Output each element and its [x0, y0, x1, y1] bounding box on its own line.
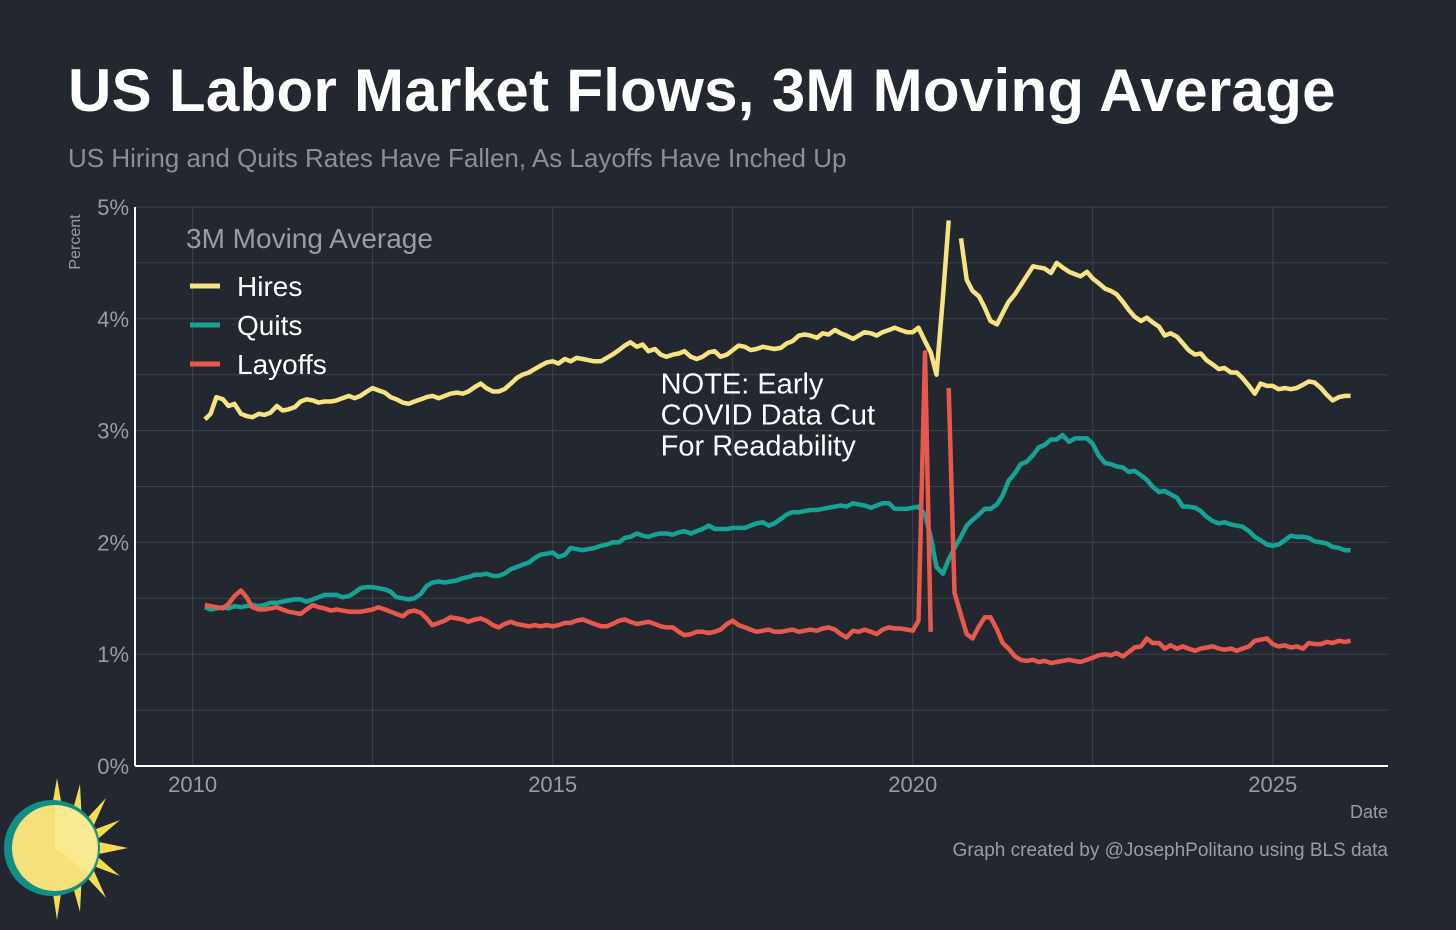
series-line-quits [204, 432, 1351, 612]
x-tick-label: 2025 [1248, 772, 1297, 797]
series-line-layoffs [946, 388, 1352, 666]
legend-label-layoffs: Layoffs [237, 349, 327, 380]
y-tick-label: 4% [97, 307, 129, 332]
legend-label-hires: Hires [237, 271, 302, 302]
grid-layer [135, 206, 1388, 767]
legend: 3M Moving Average Hires Quits Layoffs [186, 223, 433, 380]
series-layer [203, 220, 1352, 666]
sun-logo-icon [4, 778, 128, 920]
legend-label-quits: Quits [237, 310, 302, 341]
x-tick-label: 2010 [168, 772, 217, 797]
axis-layer: 0% 1% 2% 3% 4% 5% 2010 2015 2020 2025 Date Percent [67, 195, 1388, 822]
chart-title: US Labor Market Flows, 3M Moving Average [68, 57, 1336, 124]
annotation-line: For Readability [661, 431, 857, 463]
x-tick-label: 2020 [888, 772, 937, 797]
series-line-hires [958, 237, 1351, 403]
y-tick-label: 1% [97, 642, 129, 667]
legend-title: 3M Moving Average [186, 223, 433, 254]
y-tick-label: 5% [97, 195, 129, 220]
chart-subtitle: US Hiring and Quits Rates Have Fallen, A… [68, 143, 847, 173]
y-tick-label: 2% [97, 530, 129, 555]
series-line-layoffs [204, 350, 933, 640]
y-tick-label: 0% [97, 754, 129, 779]
series-line-hires [203, 220, 951, 422]
y-axis-title: Percent [67, 214, 84, 270]
x-tick-label: 2015 [528, 772, 577, 797]
source-caption: Graph created by @JosephPolitano using B… [952, 840, 1388, 861]
x-axis-title: Date [1350, 802, 1388, 822]
annotation-line: COVID Data Cut [661, 400, 875, 432]
y-tick-label: 3% [97, 419, 129, 444]
annotation-line: NOTE: Early [661, 369, 824, 401]
